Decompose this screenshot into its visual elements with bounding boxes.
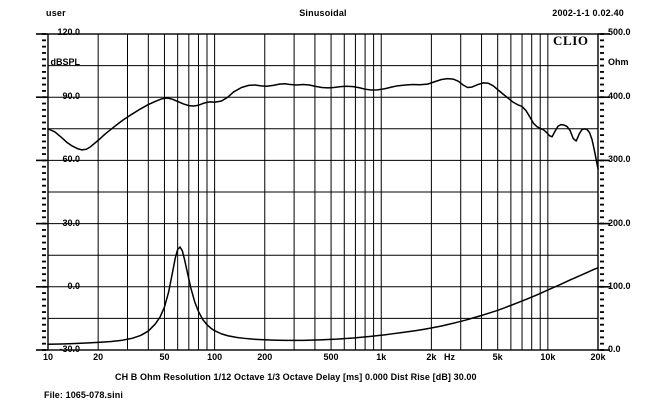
x-axis-tick: 100 [207, 352, 223, 362]
user-label: user [46, 8, 66, 18]
x-axis-tick: 10 [42, 352, 54, 362]
left-axis-max-label: 120.0 [57, 27, 80, 37]
x-axis-tick: 20k [590, 352, 606, 362]
left-axis-label: dBSPL [50, 57, 80, 67]
x-axis-tick: 50 [159, 352, 170, 362]
x-axis-tick: 2k [426, 352, 437, 362]
curve-spl [47, 77, 599, 170]
clio-logo: CLIO [553, 33, 589, 48]
page-title: Sinusoidal [299, 8, 347, 18]
right-axis-tick: 400.0 [608, 91, 631, 102]
right-axis-max-label: 500.0 [608, 27, 631, 37]
right-axis-tick: 0.0 [608, 344, 621, 354]
x-axis-tick: 200 [257, 352, 273, 362]
axis-ticks [36, 33, 610, 351]
grid-lines [47, 33, 599, 351]
curve-impedance [47, 246, 599, 346]
left-axis-tick: -30.0 [59, 344, 80, 354]
right-axis-tick: 100.0 [608, 280, 631, 291]
x-axis-label: Hz [444, 352, 455, 362]
x-axis-tick: 1k [376, 352, 387, 362]
x-axis-tick: 10k [540, 352, 556, 362]
left-axis-tick: 0.0 [67, 280, 80, 291]
data-curves [47, 77, 599, 346]
right-axis-tick: 300.0 [608, 154, 631, 165]
x-axis-tick: 5k [492, 352, 503, 362]
left-axis-tick: 60.0 [62, 154, 80, 165]
file-name: File: 1065-078.sini [44, 390, 123, 400]
x-axis-tick: 500 [323, 352, 339, 362]
x-axis-tick: 20 [93, 352, 104, 362]
measurement-settings: CH B Ohm Resolution 1/12 Octave 1/3 Octa… [115, 372, 477, 382]
right-axis-label: Ohm [608, 57, 629, 67]
left-axis-tick: 30.0 [62, 217, 80, 228]
plot-frame [47, 33, 599, 351]
right-axis-tick: 200.0 [608, 217, 631, 228]
timestamp: 2002-1-1 0.02.40 [552, 8, 624, 18]
plot-border [47, 33, 599, 351]
left-axis-tick: 90.0 [62, 91, 80, 102]
